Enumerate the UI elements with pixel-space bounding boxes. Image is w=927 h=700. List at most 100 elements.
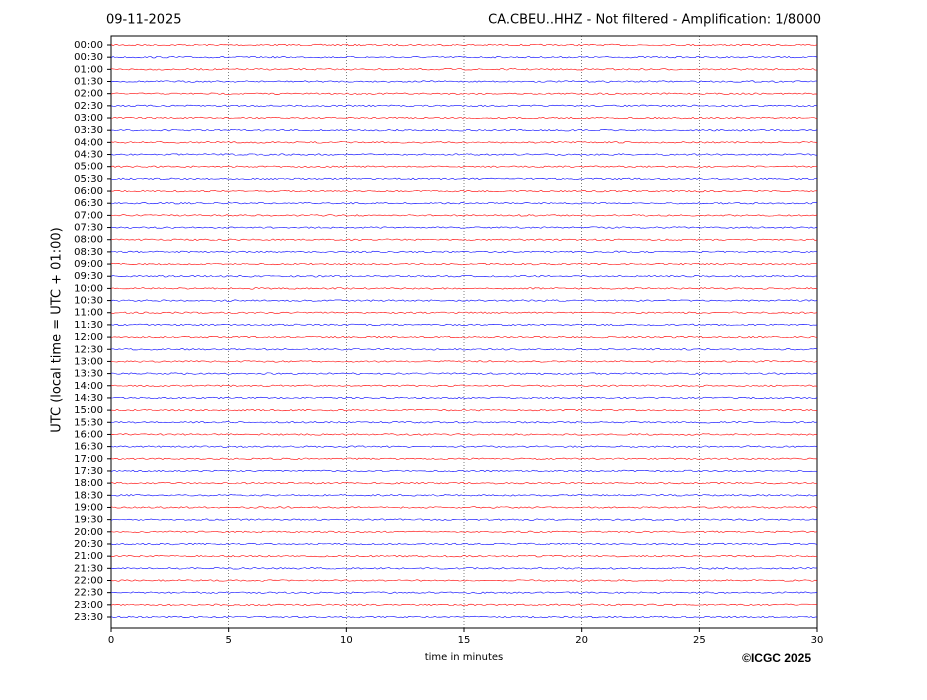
y-tick-label: 15:00	[74, 405, 103, 416]
y-tick-label: 11:00	[74, 308, 103, 319]
trace	[110, 43, 818, 47]
y-tick-label: 09:30	[74, 271, 103, 282]
trace	[110, 104, 818, 107]
trace	[110, 542, 818, 546]
y-tick-label: 18:30	[74, 490, 103, 501]
trace	[110, 238, 818, 241]
trace	[110, 189, 818, 193]
trace	[110, 141, 818, 144]
trace	[110, 445, 818, 448]
y-tick-label: 15:30	[74, 417, 103, 428]
trace	[110, 567, 818, 570]
trace	[110, 482, 818, 485]
trace	[110, 275, 818, 278]
x-axis-label: time in minutes	[425, 652, 504, 663]
y-tick-label: 00:30	[74, 52, 103, 63]
trace	[110, 555, 818, 558]
chart-title: CA.CBEU..HHZ - Not filtered - Amplificat…	[488, 13, 821, 28]
x-tick-label: 10	[340, 635, 353, 646]
trace	[110, 262, 818, 266]
trace	[110, 421, 818, 424]
trace	[110, 457, 818, 460]
y-tick-label: 08:30	[74, 247, 103, 258]
trace	[110, 177, 818, 181]
y-tick-label: 20:30	[74, 539, 103, 550]
trace	[110, 226, 818, 229]
y-tick-label: 10:30	[74, 296, 103, 307]
trace	[110, 214, 818, 217]
trace	[110, 396, 818, 400]
trace	[110, 299, 818, 302]
x-tick-label: 5	[225, 635, 231, 646]
trace	[110, 579, 818, 582]
trace	[110, 68, 818, 71]
y-tick-label: 11:30	[74, 320, 103, 331]
trace	[110, 335, 818, 339]
y-tick-label: 07:00	[74, 210, 103, 221]
trace	[110, 116, 818, 120]
y-tick-label: 02:30	[74, 101, 103, 112]
y-axis-label: UTC (local time = UTC + 01:00)	[50, 227, 65, 432]
plot-frame	[110, 35, 818, 629]
y-tick-label: 05:30	[74, 174, 103, 185]
x-tick-label: 25	[693, 635, 706, 646]
trace	[110, 384, 818, 387]
trace	[110, 506, 818, 509]
trace	[110, 494, 818, 497]
trace	[110, 202, 818, 205]
y-tick-label: 19:00	[74, 502, 103, 513]
trace	[110, 323, 818, 327]
y-tick-label: 22:00	[74, 575, 103, 586]
trace	[110, 591, 818, 594]
y-tick-label: 22:30	[74, 588, 103, 599]
trace	[110, 287, 818, 290]
x-tick-label: 0	[108, 635, 114, 646]
y-tick-label: 01:00	[74, 64, 103, 75]
y-tick-label: 07:30	[74, 223, 103, 234]
y-tick-label: 08:00	[74, 235, 103, 246]
y-tick-label: 21:00	[74, 551, 103, 562]
trace	[110, 372, 818, 375]
y-tick-label: 12:00	[74, 332, 103, 343]
trace	[110, 615, 818, 619]
y-tick-label: 10:00	[74, 283, 103, 294]
y-tick-label: 06:30	[74, 198, 103, 209]
y-tick-label: 19:30	[74, 515, 103, 526]
y-tick-label: 06:00	[74, 186, 103, 197]
y-tick-label: 16:30	[74, 442, 103, 453]
trace	[110, 518, 818, 521]
y-tick-label: 18:00	[74, 478, 103, 489]
y-tick-label: 16:00	[74, 429, 103, 440]
y-tick-label: 23:00	[74, 600, 103, 611]
trace	[110, 530, 818, 533]
trace	[110, 56, 818, 59]
date: 09-11-2025	[106, 13, 182, 28]
y-tick-label: 23:30	[74, 612, 103, 623]
y-tick-label: 03:00	[74, 113, 103, 124]
trace	[110, 153, 818, 156]
trace	[110, 311, 818, 314]
y-tick-label: 13:00	[74, 356, 103, 367]
y-tick-label: 04:30	[74, 150, 103, 161]
x-tick-label: 30	[811, 635, 824, 646]
trace	[110, 469, 818, 473]
trace	[110, 433, 818, 436]
x-tick-label: 20	[575, 635, 588, 646]
y-tick-label: 17:30	[74, 466, 103, 477]
y-tick-label: 09:00	[74, 259, 103, 270]
y-tick-label: 02:00	[74, 89, 103, 100]
x-tick-label: 15	[458, 635, 471, 646]
y-tick-label: 17:00	[74, 454, 103, 465]
y-tick-label: 20:00	[74, 527, 103, 538]
trace	[110, 165, 818, 168]
y-tick-label: 01:30	[74, 77, 103, 88]
y-tick-label: 12:30	[74, 344, 103, 355]
y-tick-label: 21:30	[74, 563, 103, 574]
y-tick-label: 03:30	[74, 125, 103, 136]
y-tick-label: 14:00	[74, 381, 103, 392]
trace	[110, 129, 818, 132]
trace	[110, 92, 818, 95]
trace	[110, 360, 818, 363]
trace	[110, 408, 818, 412]
